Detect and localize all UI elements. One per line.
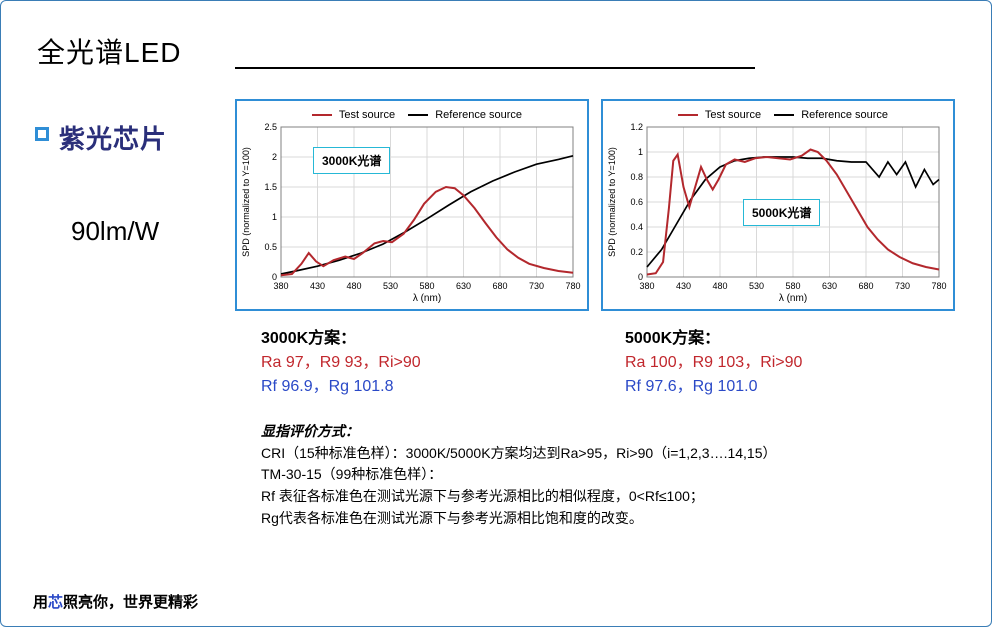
- evaluation-block: 显指评价方式： CRI（15种标准色样）：3000K/5000K方案均达到Ra>…: [261, 421, 941, 529]
- svg-text:0.6: 0.6: [630, 197, 643, 207]
- legend-swatch-test: [678, 114, 698, 116]
- svg-text:680: 680: [858, 281, 873, 291]
- tagline-post: 照亮你，世界更精彩: [63, 594, 198, 611]
- scheme-3000k-ra: Ra 97，R9 93，Ri>90: [261, 351, 581, 375]
- svg-text:780: 780: [931, 281, 946, 291]
- svg-text:730: 730: [895, 281, 910, 291]
- svg-text:380: 380: [639, 281, 654, 291]
- tagline: 用芯照亮你，世界更精彩: [33, 591, 198, 612]
- legend-swatch-ref: [774, 114, 794, 116]
- bullet-label: 紫光芯片: [59, 119, 167, 156]
- svg-text:1.5: 1.5: [264, 182, 277, 192]
- svg-text:430: 430: [310, 281, 325, 291]
- svg-text:0.5: 0.5: [264, 242, 277, 252]
- scheme-5000k: 5000K方案： Ra 100，R9 103，Ri>90 Rf 97.6，Rg …: [625, 327, 945, 399]
- svg-text:780: 780: [565, 281, 580, 291]
- svg-text:480: 480: [346, 281, 361, 291]
- svg-text:580: 580: [785, 281, 800, 291]
- tagline-xin: 芯: [48, 594, 63, 611]
- svg-text:630: 630: [822, 281, 837, 291]
- slide-frame: 全光谱LED 紫光芯片 90lm/W Test source Reference…: [0, 0, 992, 627]
- chart-3000k-label-box: 3000K光谱: [313, 147, 390, 174]
- svg-text:1.2: 1.2: [630, 122, 643, 132]
- chart-5000k-label-box: 5000K光谱: [743, 199, 820, 226]
- scheme-5000k-rf: Rf 97.6，Rg 101.0: [625, 375, 945, 399]
- lumens-per-watt: 90lm/W: [71, 216, 159, 247]
- legend-label-test: Test source: [705, 109, 761, 121]
- legend-swatch-test: [312, 114, 332, 116]
- svg-text:0.2: 0.2: [630, 247, 643, 257]
- svg-text:0.4: 0.4: [630, 222, 643, 232]
- svg-text:730: 730: [529, 281, 544, 291]
- svg-text:2.5: 2.5: [264, 122, 277, 132]
- svg-text:430: 430: [676, 281, 691, 291]
- scheme-3000k-rf: Rf 96.9，Rg 101.8: [261, 375, 581, 399]
- svg-text:λ (nm): λ (nm): [779, 293, 807, 304]
- svg-text:530: 530: [383, 281, 398, 291]
- svg-text:1: 1: [638, 147, 643, 157]
- svg-text:SPD (normalized to Y=100): SPD (normalized to Y=100): [241, 147, 251, 257]
- scheme-5000k-header: 5000K方案：: [625, 327, 945, 351]
- svg-text:680: 680: [492, 281, 507, 291]
- page-title: 全光谱LED: [37, 31, 181, 71]
- chart-legend: Test source Reference source: [237, 109, 587, 121]
- legend-label-test: Test source: [339, 109, 395, 121]
- scheme-3000k-header: 3000K方案：: [261, 327, 581, 351]
- svg-text:λ (nm): λ (nm): [413, 293, 441, 304]
- svg-text:480: 480: [712, 281, 727, 291]
- svg-text:2: 2: [272, 152, 277, 162]
- chart-3000k: Test source Reference source 00.511.522.…: [235, 99, 589, 311]
- chart-3000k-svg: 00.511.522.5380430480530580630680730780λ…: [237, 101, 583, 305]
- eval-line1: CRI（15种标准色样）：3000K/5000K方案均达到Ra>95，Ri>90…: [261, 443, 941, 465]
- legend-label-ref: Reference source: [801, 109, 888, 121]
- eval-line4: Rg代表各标准色在测试光源下与参考光源相比饱和度的改变。: [261, 508, 941, 530]
- legend-swatch-ref: [408, 114, 428, 116]
- title-underline: [235, 67, 755, 69]
- legend-label-ref: Reference source: [435, 109, 522, 121]
- bullet-icon: [35, 127, 49, 141]
- svg-text:530: 530: [749, 281, 764, 291]
- chart-legend: Test source Reference source: [603, 109, 953, 121]
- scheme-3000k: 3000K方案： Ra 97，R9 93，Ri>90 Rf 96.9，Rg 10…: [261, 327, 581, 399]
- svg-text:630: 630: [456, 281, 471, 291]
- eval-line2: TM-30-15（99种标准色样）：: [261, 464, 941, 486]
- svg-text:SPD (normalized to Y=100): SPD (normalized to Y=100): [607, 147, 617, 257]
- scheme-5000k-ra: Ra 100，R9 103，Ri>90: [625, 351, 945, 375]
- tagline-pre: 用: [33, 594, 48, 611]
- svg-text:0.8: 0.8: [630, 172, 643, 182]
- svg-text:580: 580: [419, 281, 434, 291]
- eval-line3: Rf 表征各标准色在测试光源下与参考光源相比的相似程度，0<Rf≤100；: [261, 486, 941, 508]
- svg-text:1: 1: [272, 212, 277, 222]
- svg-text:380: 380: [273, 281, 288, 291]
- eval-header: 显指评价方式：: [261, 421, 941, 443]
